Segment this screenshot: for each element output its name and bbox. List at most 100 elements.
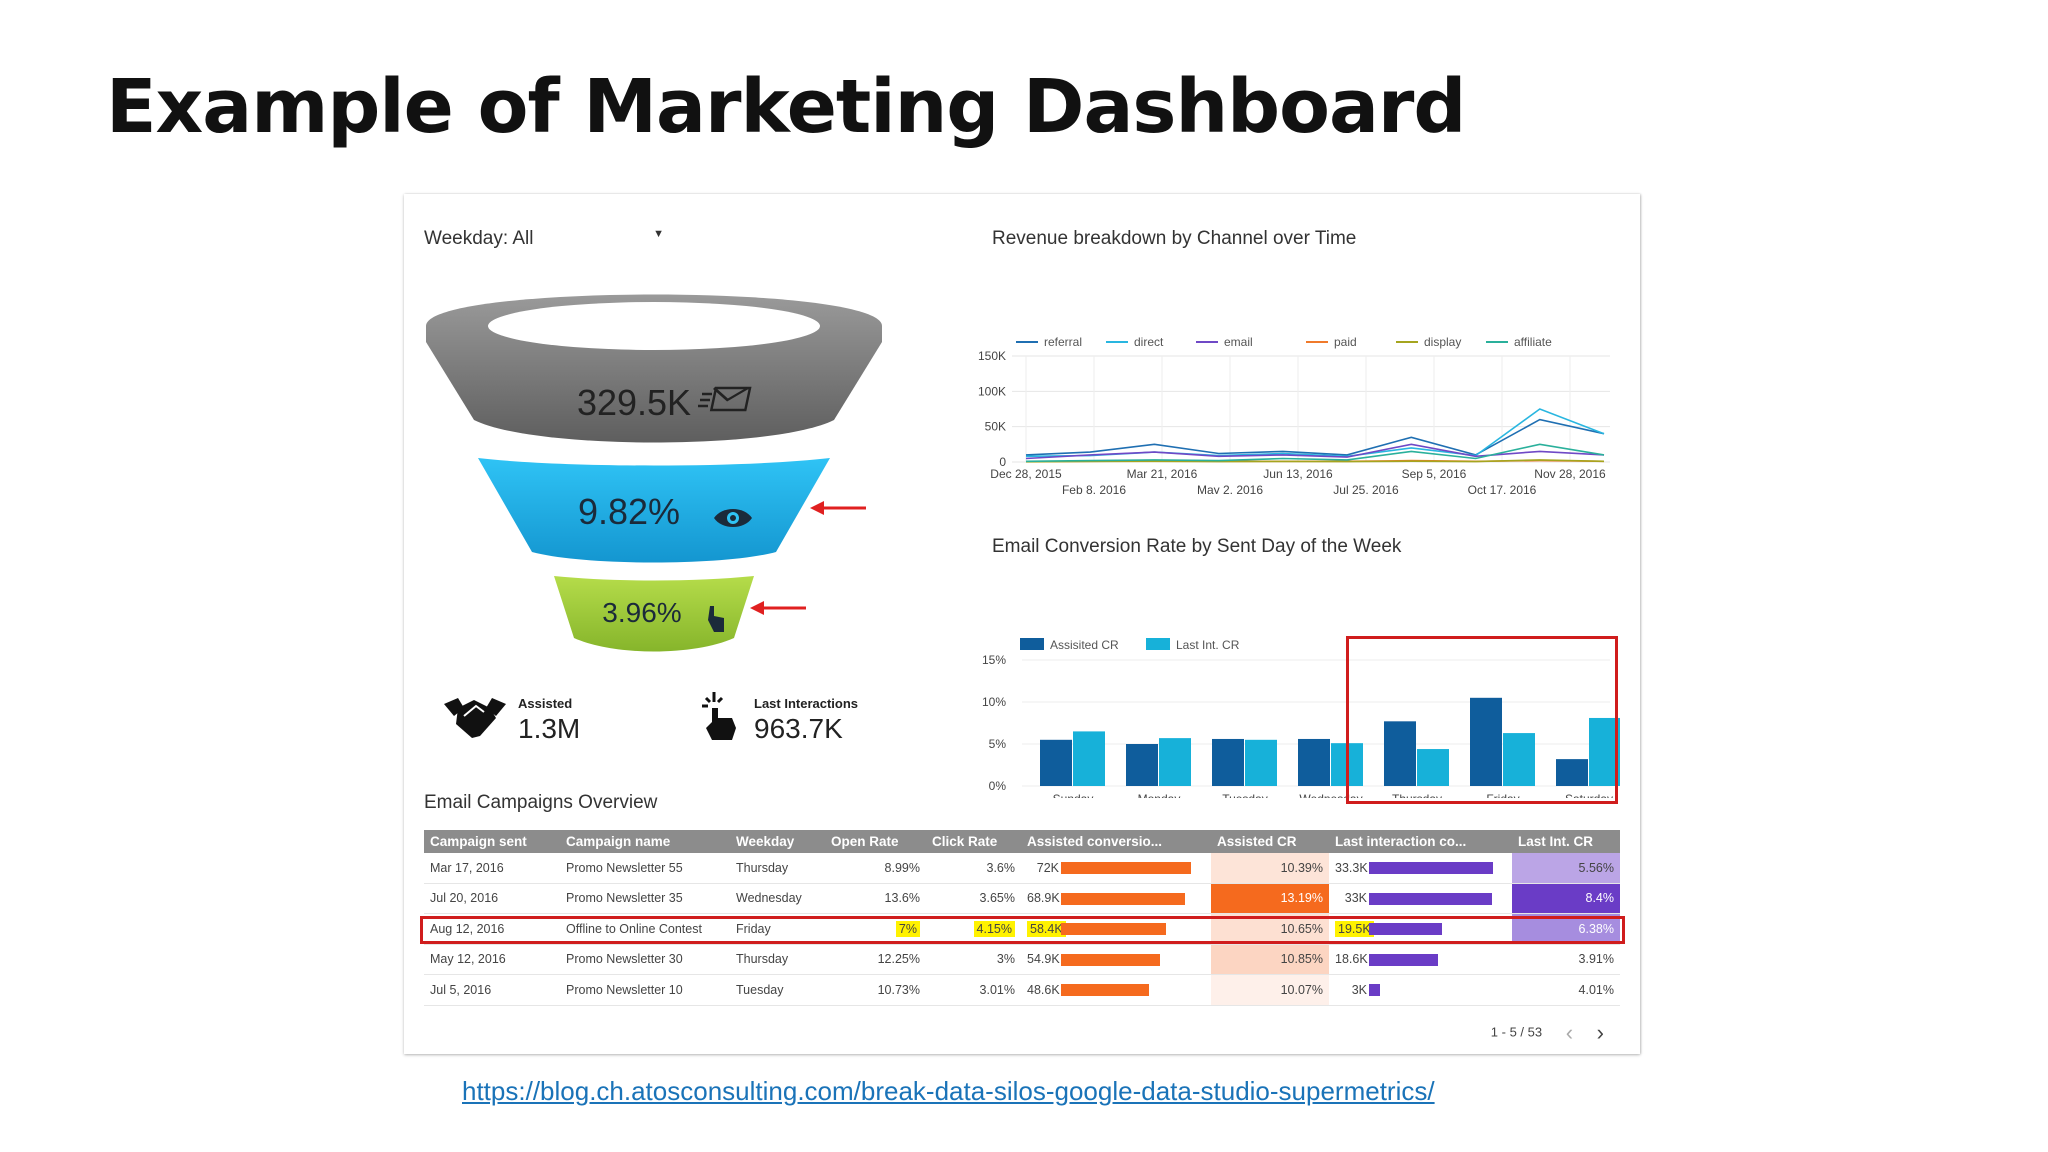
chevron-left-icon[interactable]: ‹ [1565, 1020, 1574, 1045]
cell-campaign-sent: Aug 12, 2016 [424, 913, 560, 945]
red-arrow-icon [810, 501, 866, 515]
x-tick-label: Friday [1486, 792, 1519, 798]
last-interaction-bar [1369, 892, 1492, 905]
thursday-saturday-highlight-box [1346, 636, 1618, 804]
series-line-affiliate [1025, 443, 1605, 463]
y-tick-label: 5% [989, 737, 1007, 751]
table-row[interactable]: Jul 5, 2016 Promo Newsletter 10 Tuesday 10.… [424, 974, 1620, 1006]
weekday-filter-dropdown[interactable]: Weekday: All ▼ [424, 228, 664, 254]
column-header[interactable]: Weekday [730, 830, 825, 853]
funnel-bottom-segment [554, 576, 754, 652]
highlighted-value: 19.5K [1335, 920, 1374, 937]
email-funnel: 329.5K 9.82% 3.96% [426, 294, 882, 652]
highlighted-value: 4.15% [973, 920, 1015, 937]
y-tick-label: 0 [999, 455, 1006, 469]
cell-weekday: Thursday [730, 944, 825, 975]
column-header[interactable]: Assisted CR [1211, 830, 1329, 853]
legend-label: email [1224, 335, 1253, 349]
series-line-referral [1025, 418, 1605, 456]
bar-thursday-last-int [1417, 749, 1449, 786]
column-header[interactable]: Open Rate [825, 830, 926, 853]
assisted-conversions-bar [1061, 862, 1191, 875]
table-row[interactable]: Aug 12, 2016 Offline to Online Contest Fri… [424, 913, 1620, 945]
x-tick-label: Monday [1138, 792, 1181, 798]
column-header[interactable]: Campaign sent [424, 830, 560, 853]
legend-label: paid [1334, 335, 1357, 349]
legend-label: direct [1134, 335, 1164, 349]
y-tick-label: 150K [978, 349, 1006, 363]
revenue-chart-title: Revenue breakdown by Channel over Time [992, 228, 1357, 249]
cell-open-rate: 10.73% [825, 974, 926, 1006]
y-tick-label: 10% [982, 695, 1006, 709]
cell-last-interaction-conversions: 18.6K [1329, 944, 1512, 975]
assisted-kpi: Assisted 1.3M [518, 696, 580, 745]
column-header[interactable]: Last interaction co... [1329, 830, 1512, 853]
source-link[interactable]: https://blog.ch.atosconsulting.com/break… [462, 1076, 1435, 1106]
column-header[interactable]: Campaign name [560, 830, 730, 853]
funnel-top-opening [488, 302, 820, 350]
column-header[interactable]: Assisted conversio... [1021, 830, 1211, 853]
bar-saturday-last-int [1589, 717, 1620, 786]
cell-open-rate: 13.6% [825, 883, 926, 914]
x-tick-label: Jun 13, 2016 [1263, 467, 1333, 481]
table-row[interactable]: Mar 17, 2016 Promo Newsletter 55 Thursday 8… [424, 853, 1620, 884]
table-row[interactable]: May 12, 2016 Promo Newsletter 30 Thursday 1… [424, 944, 1620, 975]
cell-campaign-sent: Jul 5, 2016 [424, 974, 560, 1006]
y-tick-label: 0% [989, 779, 1007, 793]
last-interaction-bar [1369, 953, 1438, 966]
cell-last-interaction-conversions: 33.3K [1329, 853, 1512, 884]
column-header[interactable]: Last Int. CR [1512, 830, 1620, 853]
last-interactions-kpi: Last Interactions 963.7K [754, 696, 858, 745]
x-tick-label: Thursday [1392, 792, 1442, 798]
cell-last-int-cr: 4.01% [1512, 974, 1620, 1006]
column-header[interactable]: Click Rate [926, 830, 1021, 853]
conversion-chart-title: Email Conversion Rate by Sent Day of the… [992, 536, 1402, 557]
cell-click-rate: 3% [926, 944, 1021, 975]
bar-sunday-assisted [1040, 739, 1072, 786]
funnel-middle-value: 9.82% [578, 491, 680, 532]
x-tick-label: Dec 28, 2015 [990, 467, 1062, 481]
cell-last-int-cr: 8.4% [1512, 883, 1620, 914]
assisted-kpi-label: Assisted [518, 696, 573, 711]
y-tick-label: 100K [978, 384, 1006, 398]
x-tick-label: Feb 8, 2016 [1062, 483, 1126, 494]
cell-click-rate: 4.15% [926, 913, 1021, 945]
cell-campaign-name: Promo Newsletter 55 [560, 853, 730, 884]
bar-monday-assisted [1126, 744, 1158, 786]
assisted-kpi-value: 1.3M [518, 713, 581, 744]
cell-last-int-cr: 3.91% [1512, 944, 1620, 975]
caret-down-icon: ▼ [653, 228, 664, 240]
chevron-right-icon[interactable]: › [1596, 1020, 1604, 1045]
campaigns-section-title: Email Campaigns Overview [424, 792, 658, 813]
cell-open-rate: 7% [825, 913, 926, 945]
cell-last-interaction-conversions: 19.5K [1329, 913, 1512, 945]
cell-assisted-cr: 10.65% [1211, 913, 1329, 945]
cell-assisted-conversions: 54.9K [1021, 944, 1211, 975]
table-row[interactable]: Jul 20, 2016 Promo Newsletter 35 Wednesday… [424, 883, 1620, 914]
cell-assisted-conversions: 58.4K [1021, 913, 1211, 945]
x-tick-label: Saturday [1565, 792, 1613, 798]
dashboard-panel: Weekday: All ▼ 329.5K 9.82% [404, 194, 1640, 1054]
cell-weekday: Friday [730, 913, 825, 945]
cell-open-rate: 12.25% [825, 944, 926, 975]
bar-tuesday-last-int [1245, 739, 1277, 786]
assisted-conversions-bar [1061, 953, 1160, 966]
x-tick-label: Tuesday [1222, 792, 1268, 798]
bar-monday-last-int [1159, 738, 1191, 786]
last-interaction-bar [1369, 862, 1493, 875]
cell-campaign-name: Promo Newsletter 30 [560, 944, 730, 975]
assisted-conversions-bar [1061, 892, 1185, 905]
x-tick-label: Oct 17, 2016 [1468, 483, 1537, 494]
cell-assisted-conversions: 72K [1021, 853, 1211, 884]
y-tick-label: 15% [982, 653, 1006, 667]
bar-friday-assisted [1470, 697, 1502, 786]
cell-assisted-cr: 13.19% [1211, 883, 1329, 914]
x-tick-label: Sep 5, 2016 [1402, 467, 1467, 481]
pagination: 1 - 5 / 53 ‹ › [1491, 1020, 1604, 1046]
assisted-conversions-bar [1061, 923, 1166, 936]
weekday-filter-label: Weekday: All [424, 228, 534, 249]
last-interactions-kpi-label: Last Interactions [754, 696, 859, 711]
x-tick-label: Nov 28, 2016 [1534, 467, 1606, 481]
cell-campaign-name: Promo Newsletter 35 [560, 883, 730, 914]
funnel-middle-segment [478, 458, 830, 563]
